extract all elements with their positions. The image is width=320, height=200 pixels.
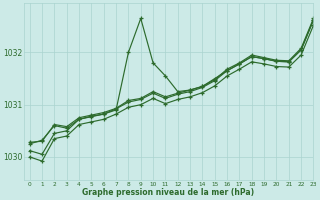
X-axis label: Graphe pression niveau de la mer (hPa): Graphe pression niveau de la mer (hPa) bbox=[83, 188, 255, 197]
